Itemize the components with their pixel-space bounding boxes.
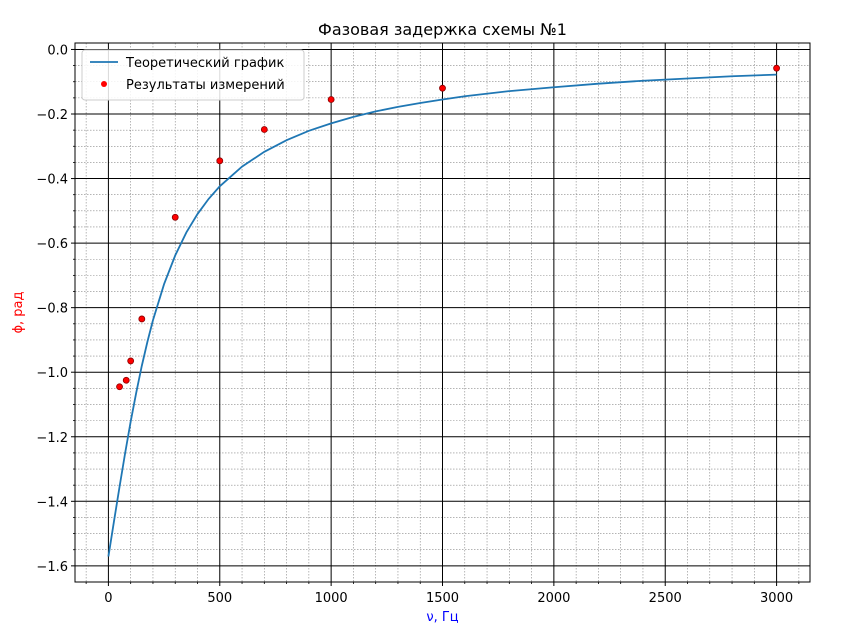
theoretical-curve	[107, 73, 777, 557]
legend: Теоретический график Результаты измерени…	[81, 49, 305, 101]
measurement-point	[138, 315, 146, 323]
legend-label-theoretical: Теоретический график	[125, 56, 284, 71]
y-tick-label: −0.4	[36, 173, 68, 188]
y-tick-label: −0.6	[36, 237, 68, 252]
x-tick-label: 2000	[537, 591, 570, 606]
y-tick-label: −1.0	[36, 366, 68, 381]
major-grid	[75, 43, 810, 582]
legend-dot-swatch	[101, 81, 107, 87]
legend-label-measurements: Результаты измерений	[126, 78, 285, 93]
x-axis-label: ν, Гц	[426, 610, 458, 625]
measurement-point	[439, 84, 446, 92]
y-tick-label: 0.0	[47, 43, 68, 58]
y-axis-label: ϕ, рад	[11, 291, 26, 333]
x-tick-label: 0	[104, 591, 112, 606]
y-tick-label: −1.6	[36, 560, 68, 575]
measurement-point	[260, 126, 268, 133]
measurement-point	[171, 213, 179, 221]
x-tick-label: 1000	[315, 591, 348, 606]
measurement-point	[773, 64, 780, 72]
x-tick-label: 500	[207, 591, 232, 606]
y-tick-label: −0.2	[36, 108, 68, 123]
y-tick-label: −1.4	[36, 495, 68, 510]
x-tick-label: 3000	[760, 591, 793, 606]
x-tick-label: 1500	[426, 591, 459, 606]
y-tick-label: −0.8	[36, 302, 68, 317]
measurement-point	[122, 376, 130, 384]
chart-title: Фазовая задержка схемы №1	[318, 20, 567, 39]
measurement-point	[327, 96, 335, 103]
x-tick-label: 2500	[649, 591, 682, 606]
ticks-layer: 0 500 1000 1500 2000 2500 3000 0.0 −0.2 −0.4 −0.6 −…	[36, 43, 800, 606]
measurement-point	[216, 157, 224, 165]
measurement-point	[127, 357, 135, 365]
legend-box	[81, 49, 305, 101]
y-tick-label: −1.2	[36, 431, 68, 446]
measurement-point	[116, 383, 123, 391]
series-layer	[107, 64, 780, 557]
